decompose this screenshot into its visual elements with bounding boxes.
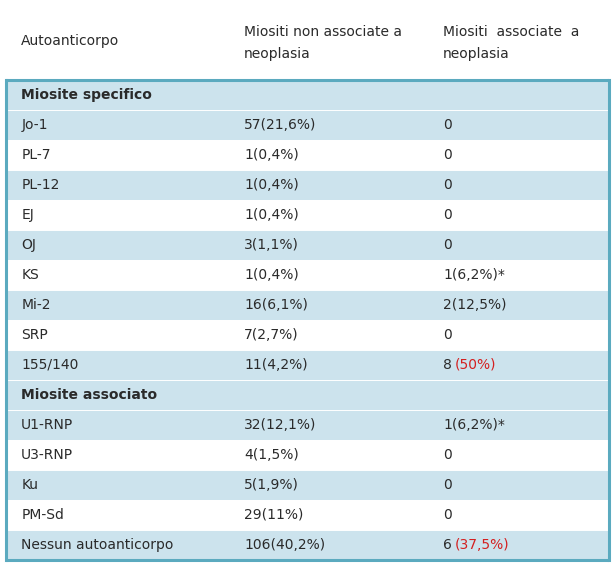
Text: SRP: SRP — [21, 328, 48, 342]
Bar — [6, 110, 609, 140]
Text: (37,5%): (37,5%) — [454, 538, 509, 552]
Bar — [6, 470, 609, 500]
Bar — [6, 380, 609, 410]
Text: 11(4,2%): 11(4,2%) — [244, 358, 308, 372]
Text: PL-7: PL-7 — [21, 148, 50, 162]
Text: 1(0,4%): 1(0,4%) — [244, 208, 299, 222]
Text: 0: 0 — [443, 177, 452, 192]
Bar — [6, 230, 609, 260]
Text: Autoanticorpo: Autoanticorpo — [21, 34, 119, 48]
Text: 8: 8 — [443, 358, 452, 372]
Text: 0: 0 — [443, 238, 452, 252]
Text: 155/140: 155/140 — [21, 358, 79, 372]
Bar — [6, 320, 609, 350]
Text: 0: 0 — [443, 148, 452, 162]
Text: 16(6,1%): 16(6,1%) — [244, 298, 308, 312]
Text: 29(11%): 29(11%) — [244, 508, 304, 522]
Text: Nessun autoanticorpo: Nessun autoanticorpo — [21, 538, 173, 552]
Text: 1(6,2%)*: 1(6,2%)* — [443, 418, 505, 432]
Text: 7(2,7%): 7(2,7%) — [244, 328, 299, 342]
Text: 1(0,4%): 1(0,4%) — [244, 177, 299, 192]
Text: (50%): (50%) — [454, 358, 496, 372]
Bar — [6, 140, 609, 170]
Text: 0: 0 — [443, 448, 452, 462]
Text: OJ: OJ — [21, 238, 36, 252]
Bar — [6, 170, 609, 200]
Text: 0: 0 — [443, 118, 452, 132]
Text: 6: 6 — [443, 538, 452, 552]
Bar — [6, 440, 609, 470]
Text: 1(0,4%): 1(0,4%) — [244, 268, 299, 282]
Text: neoplasia: neoplasia — [443, 48, 510, 61]
Text: Mi-2: Mi-2 — [21, 298, 50, 312]
Text: 2(12,5%): 2(12,5%) — [443, 298, 507, 312]
Text: Miosite specifico: Miosite specifico — [21, 88, 152, 102]
Text: PM-Sd: PM-Sd — [21, 508, 64, 522]
Text: Ku: Ku — [21, 478, 38, 492]
Bar — [6, 200, 609, 230]
Text: Miosite associato: Miosite associato — [21, 388, 157, 402]
Text: 4(1,5%): 4(1,5%) — [244, 448, 299, 462]
Text: neoplasia: neoplasia — [244, 48, 311, 61]
Text: 106(40,2%): 106(40,2%) — [244, 538, 325, 552]
Text: EJ: EJ — [21, 208, 34, 222]
Text: 0: 0 — [443, 328, 452, 342]
Text: KS: KS — [21, 268, 39, 282]
Text: 3(1,1%): 3(1,1%) — [244, 238, 299, 252]
Text: 1(6,2%)*: 1(6,2%)* — [443, 268, 505, 282]
Bar — [6, 410, 609, 440]
Text: 1(0,4%): 1(0,4%) — [244, 148, 299, 162]
Bar — [6, 290, 609, 320]
Text: 5(1,9%): 5(1,9%) — [244, 478, 299, 492]
Text: 57(21,6%): 57(21,6%) — [244, 118, 317, 132]
Text: 0: 0 — [443, 208, 452, 222]
Text: U1-RNP: U1-RNP — [21, 418, 73, 432]
Text: Miositi  associate  a: Miositi associate a — [443, 25, 579, 39]
Text: Miositi non associate a: Miositi non associate a — [244, 25, 402, 39]
Text: 0: 0 — [443, 508, 452, 522]
Text: 32(12,1%): 32(12,1%) — [244, 418, 317, 432]
Bar — [6, 350, 609, 380]
Bar — [6, 260, 609, 290]
Bar — [6, 530, 609, 560]
Bar — [6, 79, 609, 110]
Text: U3-RNP: U3-RNP — [21, 448, 73, 462]
Text: 0: 0 — [443, 478, 452, 492]
Text: PL-12: PL-12 — [21, 177, 60, 192]
Text: Jo-1: Jo-1 — [21, 118, 48, 132]
Bar — [6, 500, 609, 530]
